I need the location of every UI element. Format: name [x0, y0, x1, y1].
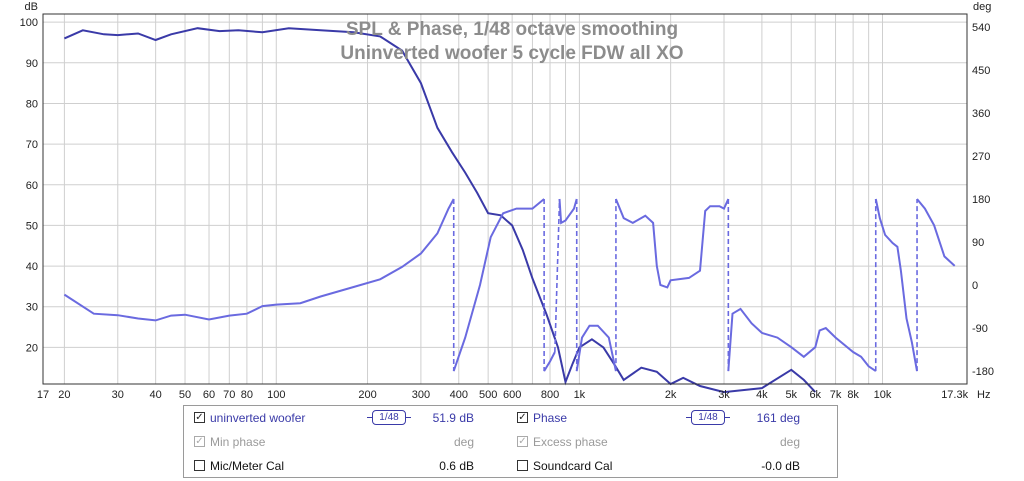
y2-tick-label-2: 0	[972, 280, 978, 292]
x-tick-label-23: 10k	[874, 389, 892, 400]
excess-phase-checkbox[interactable]: ✓	[517, 436, 528, 447]
y2-tick-label-4: 180	[972, 194, 990, 206]
mic-meter-cal-value: 0.6 dB	[439, 459, 474, 473]
x-tick-label-16: 2k	[665, 389, 677, 400]
x-tick-label-6: 70	[223, 389, 235, 400]
legend-panel: ✓ uninverted woofer 1/48 51.9 dB ✓ Phase…	[183, 405, 838, 478]
y-tick-label-8: 100	[20, 17, 38, 29]
y2-tick-label-5: 270	[972, 151, 990, 163]
x-tick-label-15: 1k	[574, 389, 586, 400]
x-axis-label: Hz	[977, 389, 990, 400]
y-axis-label: dB	[25, 1, 38, 13]
x-tick-label-14: 800	[541, 389, 559, 400]
series-phase-segment-1	[452, 198, 545, 372]
chart-title-line1: SPL & Phase, 1/48 octave smoothing	[346, 19, 678, 40]
y-tick-label-2: 40	[26, 261, 38, 273]
y-tick-label-3: 50	[26, 220, 38, 232]
series-layer	[63, 27, 956, 394]
legend-row-cal: Mic/Meter Cal 0.6 dB Soundcard Cal -0.0 …	[184, 455, 837, 477]
x-tick-label-20: 6k	[809, 389, 821, 400]
x-tick-label-12: 500	[479, 389, 497, 400]
series-uninverted-woofer-line	[63, 27, 817, 394]
grid	[43, 14, 967, 384]
x-tick-label-2: 30	[112, 389, 124, 400]
mic-meter-cal-checkbox[interactable]	[194, 460, 205, 471]
soundcard-cal-value: -0.0 dB	[761, 459, 800, 473]
phase-label: Phase	[533, 411, 568, 425]
min-phase-checkbox[interactable]: ✓	[194, 436, 205, 447]
x-tick-label-22: 8k	[847, 389, 859, 400]
plot-frame	[42, 13, 968, 385]
x-tick-label-13: 600	[503, 389, 521, 400]
spl-phase-chart: 20 30 40 50 60 70 80 90 100 -180 -90 0 90 180 270 360 45…	[20, 1, 994, 400]
phase-smoothing-selector[interactable]: 1/48	[686, 410, 730, 425]
excess-phase-label: Excess phase	[533, 435, 608, 449]
spl-value: 51.9 dB	[432, 411, 474, 425]
uninverted-woofer-label: uninverted woofer	[210, 411, 306, 425]
x-tick-label-8: 100	[267, 389, 285, 400]
y-tick-label-5: 70	[26, 139, 38, 151]
soundcard-cal-checkbox[interactable]	[517, 460, 528, 471]
series-phase-segment-7	[874, 198, 918, 372]
series-phase-wrap-2	[554, 198, 561, 352]
series-phase-segment-5	[614, 198, 730, 289]
min-phase-label: Min phase	[210, 435, 266, 449]
series-phase-segment-2	[543, 351, 556, 372]
y-tick-label-1: 30	[26, 302, 38, 314]
x-tick-label-4: 50	[179, 389, 191, 400]
x-tick-label-18: 4k	[756, 389, 768, 400]
spl-smoothing-selector[interactable]: 1/48	[367, 410, 411, 425]
series-phase-segment-4	[575, 324, 617, 372]
x-tick-label-0: 17	[37, 389, 49, 400]
phase-checkbox[interactable]: ✓	[517, 412, 528, 423]
x-tick-label-17: 3k	[718, 389, 730, 400]
x-tick-label-3: 40	[150, 389, 162, 400]
series-phase-segment-6	[727, 307, 877, 372]
x-tick-label-11: 400	[450, 389, 468, 400]
series-phase-segment-8	[916, 198, 956, 267]
y-tick-label-6: 80	[26, 98, 38, 110]
x-tick-label-21: 7k	[830, 389, 842, 400]
y2-tick-label-3: 90	[972, 237, 984, 249]
series-phase-segment-3	[558, 198, 578, 225]
x-tick-label-24: 17.3k	[941, 389, 968, 400]
y2-tick-label-7: 450	[972, 65, 990, 77]
y2-tick-label-0: -180	[972, 366, 994, 378]
x-tick-label-10: 300	[412, 389, 430, 400]
axes-layer: 20 30 40 50 60 70 80 90 100 -180 -90 0 90 180 270 360 45…	[20, 1, 994, 400]
y-tick-label-7: 90	[26, 58, 38, 70]
legend-row-min-phase: ✓ Min phase deg ✓ Excess phase deg	[184, 431, 837, 453]
series-phase-segment-0	[63, 198, 455, 322]
min-phase-value: deg	[453, 435, 474, 449]
y2-tick-label-8: 540	[972, 22, 990, 34]
phase-value: 161 deg	[756, 411, 800, 425]
x-tick-label-7: 80	[241, 389, 253, 400]
y2-axis-label: deg	[973, 1, 991, 13]
y-tick-label-0: 20	[26, 342, 38, 354]
x-tick-label-5: 60	[203, 389, 215, 400]
legend-row-measurement: ✓ uninverted woofer 1/48 51.9 dB ✓ Phase…	[184, 407, 837, 429]
uninverted-woofer-checkbox[interactable]: ✓	[194, 412, 205, 423]
excess-phase-value: deg	[779, 435, 800, 449]
chart-title-line2: Uninverted woofer 5 cycle FDW all XO	[340, 43, 683, 64]
y-tick-label-4: 60	[26, 180, 38, 192]
x-tick-label-9: 200	[358, 389, 376, 400]
x-tick-label-1: 20	[58, 389, 70, 400]
plot-area	[43, 14, 967, 384]
y2-tick-label-6: 360	[972, 108, 990, 120]
y2-tick-label-1: -90	[972, 323, 988, 335]
soundcard-cal-label: Soundcard Cal	[533, 459, 613, 473]
mic-meter-cal-label: Mic/Meter Cal	[210, 459, 285, 473]
x-tick-label-19: 5k	[785, 389, 797, 400]
